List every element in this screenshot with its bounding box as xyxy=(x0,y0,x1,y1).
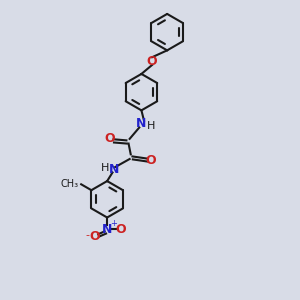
Text: O: O xyxy=(104,132,115,145)
Text: N: N xyxy=(136,117,147,130)
Text: O: O xyxy=(89,230,100,243)
Text: N: N xyxy=(108,163,119,176)
Text: O: O xyxy=(116,223,126,236)
Text: H: H xyxy=(147,122,155,131)
Text: CH₃: CH₃ xyxy=(61,179,79,189)
Text: -: - xyxy=(86,230,90,240)
Text: N: N xyxy=(102,223,112,236)
Text: +: + xyxy=(110,219,117,228)
Text: O: O xyxy=(146,154,156,167)
Text: H: H xyxy=(101,163,109,173)
Text: O: O xyxy=(147,55,158,68)
